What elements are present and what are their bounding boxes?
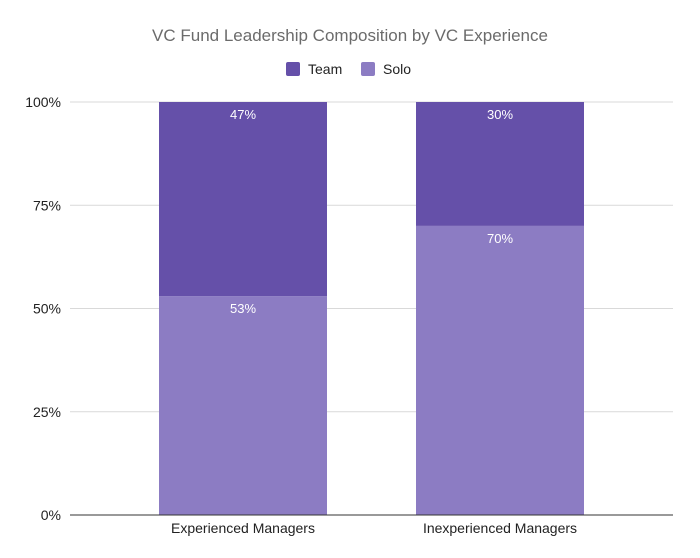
y-tick-label: 100% <box>25 94 61 110</box>
y-axis-ticks: 0% 25% 50% 75% 100% <box>25 94 61 523</box>
legend-label: Solo <box>383 61 411 77</box>
y-tick-label: 25% <box>33 404 61 420</box>
legend-item: Team <box>286 61 342 77</box>
y-tick-label: 50% <box>33 301 61 317</box>
x-category-label: Inexperienced Managers <box>423 520 577 536</box>
legend: Team Solo <box>286 61 411 77</box>
legend-swatch <box>286 62 300 76</box>
data-label: 53% <box>230 301 256 316</box>
x-axis-category-labels: Experienced Managers Inexperienced Manage… <box>171 520 577 536</box>
chart-title: VC Fund Leadership Composition by VC Exp… <box>152 26 548 45</box>
bar-segment <box>159 102 327 297</box>
bar-series: 53% 47% 70% 30% <box>159 102 584 515</box>
legend-item: Solo <box>361 61 411 77</box>
y-tick-label: 0% <box>41 507 61 523</box>
data-label: 70% <box>487 231 513 246</box>
x-category-label: Experienced Managers <box>171 520 315 536</box>
legend-swatch <box>361 62 375 76</box>
y-tick-label: 75% <box>33 197 61 213</box>
bar-segment <box>159 296 327 515</box>
data-label: 30% <box>487 107 513 122</box>
bar-segment <box>416 102 584 226</box>
data-label: 47% <box>230 107 256 122</box>
legend-label: Team <box>308 61 342 77</box>
bar-segment <box>416 225 584 515</box>
